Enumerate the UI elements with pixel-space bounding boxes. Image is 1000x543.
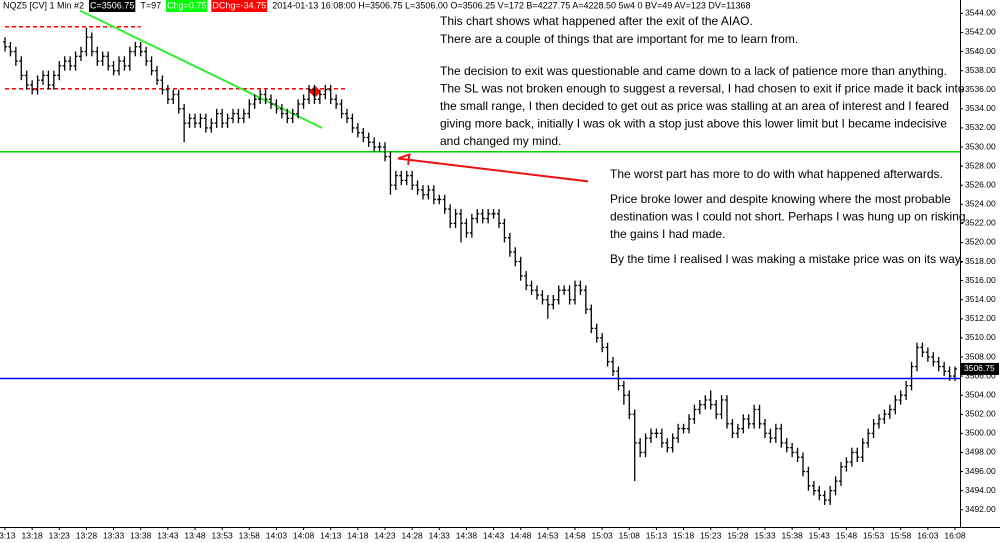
x-tick-label: 13:58 — [239, 530, 261, 540]
y-tick-label: 3508.00 — [965, 351, 996, 361]
y-tick-label: 3522.00 — [965, 218, 996, 228]
x-tick-label: 14:18 — [347, 530, 369, 540]
y-tick-label: 3528.00 — [965, 160, 996, 170]
y-tick-label: 3494.00 — [965, 485, 996, 495]
annotation-line: destination was I could not short. Perha… — [610, 210, 966, 224]
x-tick-label: 14:33 — [429, 530, 451, 540]
x-tick-label: 16:03 — [917, 530, 939, 540]
y-tick-label: 3534.00 — [965, 103, 996, 113]
x-tick-label: 15:08 — [619, 530, 641, 540]
y-tick-label: 3536.00 — [965, 84, 996, 94]
y-tick-label: 3496.00 — [965, 466, 996, 476]
y-tick-label: 3518.00 — [965, 256, 996, 266]
x-tick-label: 15:58 — [890, 530, 912, 540]
x-tick-label: 14:38 — [456, 530, 478, 540]
x-tick-label: 15:38 — [782, 530, 804, 540]
y-tick-label: 3542.00 — [965, 27, 996, 37]
annotation-line: the small range, I then decided to get o… — [440, 99, 949, 113]
x-tick-label: 13:38 — [130, 530, 152, 540]
x-tick-label: 14:58 — [564, 530, 586, 540]
y-tick-label: 3514.00 — [965, 294, 996, 304]
x-tick-label: 15:03 — [592, 530, 614, 540]
x-tick-label: 15:23 — [700, 530, 722, 540]
last-price-label: 3506.75 — [964, 363, 995, 373]
x-tick-label: 15:18 — [673, 530, 695, 540]
annotation-line: This chart shows what happened after the… — [440, 14, 753, 28]
header-item: T=97 — [140, 0, 161, 10]
y-tick-label: 3506.00 — [965, 370, 996, 380]
y-tick-label: 3532.00 — [965, 122, 996, 132]
x-tick-label: 13:33 — [103, 530, 125, 540]
annotation-line: giving more back, initially I was ok wit… — [440, 117, 947, 131]
x-tick-label: 13:23 — [49, 530, 71, 540]
annotation-line: The worst part has more to do with what … — [610, 167, 943, 181]
y-tick-label: 3526.00 — [965, 179, 996, 189]
y-tick-label: 3524.00 — [965, 199, 996, 209]
x-tick-label: 13:28 — [76, 530, 98, 540]
header-item: NQZ5 [CV] 1 Min #2 — [3, 0, 84, 10]
x-tick-label: 15:48 — [836, 530, 858, 540]
y-tick-label: 3504.00 — [965, 389, 996, 399]
x-tick-label: 14:48 — [510, 530, 532, 540]
y-tick-label: 3510.00 — [965, 332, 996, 342]
x-tick-label: 15:43 — [809, 530, 831, 540]
y-tick-label: 3498.00 — [965, 447, 996, 457]
x-tick-label: 15:13 — [646, 530, 668, 540]
x-tick-label: 13:43 — [157, 530, 179, 540]
header-item: DChg=-34.75 — [212, 0, 266, 10]
y-tick-label: 3492.00 — [965, 504, 996, 514]
arrow-head — [397, 153, 411, 166]
header-box — [89, 0, 136, 12]
y-tick-label: 3512.00 — [965, 313, 996, 323]
x-tick-label: 14:23 — [374, 530, 396, 540]
annotation-line: By the time I realised I was making a mi… — [610, 252, 963, 266]
annotation-line: The SL was not broken enough to suggest … — [440, 81, 965, 95]
x-tick-label: 15:28 — [727, 530, 749, 540]
x-tick-label: 15:53 — [863, 530, 885, 540]
header-item: C=3506.75 — [90, 0, 134, 10]
x-tick-label: 13:18 — [22, 530, 44, 540]
y-tick-label: 3516.00 — [965, 275, 996, 285]
x-tick-label: 15:33 — [754, 530, 776, 540]
y-tick-label: 3530.00 — [965, 141, 996, 151]
arrow — [397, 157, 589, 183]
x-tick-label: 13:13 — [0, 530, 16, 540]
y-tick-label: 3500.00 — [965, 428, 996, 438]
x-tick-label: 14:03 — [266, 530, 288, 540]
header-box — [211, 0, 268, 12]
x-tick-label: 13:53 — [212, 530, 234, 540]
last-price-box — [961, 362, 999, 375]
x-tick-label: 14:13 — [320, 530, 342, 540]
x-tick-label: 14:43 — [483, 530, 505, 540]
y-tick-label: 3520.00 — [965, 237, 996, 247]
x-tick-label: 16:08 — [944, 530, 966, 540]
y-tick-label: 3544.00 — [965, 8, 996, 18]
annotation-line: Price broke lower and despite knowing wh… — [610, 192, 951, 206]
header-item: 2014-01-13 16:08:00 H=3506.75 L=3506.00 … — [272, 0, 750, 10]
annotation-line: the gains I had made. — [610, 227, 725, 241]
y-tick-label: 3502.00 — [965, 409, 996, 419]
x-tick-label: 14:53 — [537, 530, 559, 540]
annotation-line: and changed my mind. — [440, 134, 561, 148]
x-tick-label: 14:08 — [293, 530, 315, 540]
header-item: Chg=0.75 — [167, 0, 206, 10]
y-tick-label: 3538.00 — [965, 65, 996, 75]
x-tick-label: 14:28 — [402, 530, 424, 540]
x-tick-label: 13:48 — [184, 530, 206, 540]
annotation-line: There are a couple of things that are im… — [440, 32, 798, 46]
y-tick-label: 3540.00 — [965, 46, 996, 56]
header-box — [166, 0, 208, 12]
annotation-line: The decision to exit was questionable an… — [440, 64, 947, 78]
